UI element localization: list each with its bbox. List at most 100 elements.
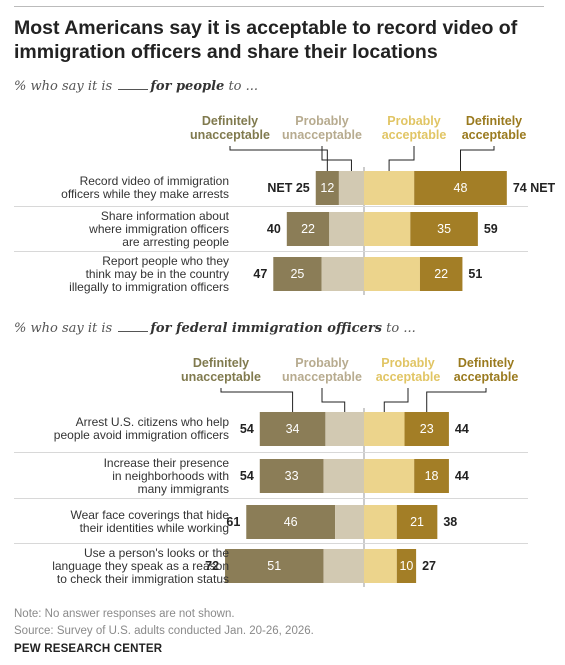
brand-logo-text: PEW RESEARCH CENTER (14, 643, 163, 655)
legend-label-definitely-unacceptable: Definitely unacceptable (170, 114, 290, 142)
subtitle-prefix: % who say it is (14, 79, 117, 94)
row-label-line: officers while they make arrests (61, 187, 229, 201)
bar-value-label: 33 (284, 469, 299, 483)
legend-leader-line (383, 388, 409, 416)
bar-segment-definitely-acceptable (404, 412, 449, 446)
legend-leader-line (426, 388, 487, 416)
row-separator (14, 543, 528, 544)
legend-leader-line (229, 146, 328, 175)
subtitle-blank (118, 79, 149, 90)
net-acceptable-label: 27 (422, 559, 437, 573)
row-label-line: Increase their presence (103, 455, 229, 470)
row-label-line: Share information about (100, 208, 229, 223)
subtitle-suffix: to ... (382, 321, 416, 336)
subtitle-blank (118, 321, 149, 332)
panel-subtitle: % who say it is for people to ... (14, 79, 258, 94)
bar-value-label: 18 (424, 469, 439, 483)
legend-label-definitely-acceptable: Definitely acceptable (426, 356, 546, 384)
legend-word: acceptable (381, 128, 447, 142)
bar-segment-definitely-unacceptable (315, 171, 339, 205)
row-separator (14, 251, 528, 252)
row-label-line: people avoid immigration officers (53, 428, 229, 442)
net-unacceptable-label: 54 (239, 469, 254, 483)
bar-segment-definitely-unacceptable (246, 505, 336, 539)
bar-segment-definitely-unacceptable (286, 212, 330, 246)
bar-segment-definitely-unacceptable (225, 549, 324, 583)
bar-segment-definitely-acceptable (419, 257, 463, 291)
net-acceptable-label: 44 (454, 422, 469, 436)
legend-leader-line (321, 146, 352, 175)
row-category-label: Increase their presence in neighborhoods … (103, 455, 229, 496)
bar-segment-definitely-acceptable (396, 549, 417, 583)
row-separator (14, 206, 528, 207)
net-acceptable-label: 44 (454, 469, 469, 483)
bar-value-label: 34 (285, 422, 300, 436)
top-rule (14, 6, 544, 7)
bar-value-label: 22 (301, 222, 315, 236)
legend-word: Probably (295, 114, 349, 128)
bar-segment-definitely-acceptable (410, 212, 478, 246)
bar-value-label: 22 (434, 267, 449, 281)
net-acceptable-label: 59 (483, 222, 498, 236)
net-unacceptable-label: 47 (253, 267, 268, 281)
subtitle-emphasis: for federal immigration officers (150, 321, 382, 336)
legend-word: unacceptable (181, 370, 261, 384)
net-acceptable-label: 51 (468, 267, 483, 281)
row-label-line: to check their immigration status (56, 571, 229, 586)
bar-value-label: 25 (290, 267, 305, 281)
bar-segment-definitely-unacceptable (259, 412, 326, 446)
legend-word: Definitely (457, 356, 515, 370)
bar-segment-probably-unacceptable (323, 459, 364, 493)
legend-leader-line (321, 388, 346, 416)
legend-label-probably-acceptable: Probably acceptable (348, 356, 468, 384)
row-category-label: Report people who they think may be in th… (69, 254, 229, 294)
net-unacceptable-label: 40 (266, 222, 281, 236)
net-acceptable-label: 74 NET (512, 181, 556, 195)
net-unacceptable-label: 61 (226, 515, 241, 529)
row-category-label: Record video of immigration officers whil… (61, 175, 229, 201)
bar-value-label: 46 (283, 515, 298, 529)
chart-title: Most Americans say it is acceptable to r… (14, 17, 518, 63)
bar-segment-probably-acceptable (364, 459, 415, 493)
legend-label-probably-unacceptable: Probably unacceptable (262, 114, 382, 142)
legend-word: acceptable (375, 370, 441, 384)
bar-segment-probably-acceptable (364, 257, 420, 291)
row-category-label: Share information about where immigration… (89, 208, 229, 249)
row-separator (14, 452, 528, 453)
row-separator (14, 498, 528, 499)
row-label-line: Use a person's looks or the (83, 545, 229, 560)
bar-value-label: 10 (399, 559, 414, 573)
bar-segment-probably-unacceptable (338, 171, 364, 205)
row-label-line: Record video of immigration (79, 174, 229, 188)
bar-segment-definitely-acceptable (414, 459, 449, 493)
bar-segment-probably-unacceptable (335, 505, 364, 539)
bar-segment-definitely-acceptable (396, 505, 438, 539)
bar-value-label: 51 (267, 559, 282, 573)
source-note: Source: Survey of U.S. adults conducted … (14, 625, 314, 637)
legend-word: unacceptable (282, 128, 362, 142)
legend-leader-line (460, 146, 495, 175)
row-label-line: language they speak as a reason (52, 558, 229, 573)
subtitle-suffix: to ... (224, 79, 259, 94)
legend-word: Definitely (465, 114, 523, 128)
bar-segment-definitely-acceptable (414, 171, 507, 205)
legend-word: Definitely (201, 114, 259, 128)
legend-word: Definitely (192, 356, 250, 370)
bar-value-label: 35 (437, 222, 452, 236)
bar-segment-probably-unacceptable (323, 549, 364, 583)
bar-segment-probably-acceptable (364, 412, 405, 446)
row-label-line: their identities while working (79, 521, 229, 535)
legend-word: Probably (387, 114, 441, 128)
legend-label-probably-acceptable: Probably acceptable (354, 114, 474, 142)
row-label-line: many immigrants (137, 481, 229, 496)
legend-word: Probably (295, 356, 349, 370)
legend-label-definitely-unacceptable: Definitely unacceptable (161, 356, 281, 384)
row-category-label: Wear face coverings that hide their ident… (70, 509, 229, 535)
legend-label-definitely-acceptable: Definitely acceptable (434, 114, 554, 142)
bar-segment-probably-acceptable (364, 505, 397, 539)
bar-segment-definitely-unacceptable (273, 257, 322, 291)
row-label-line: Wear face coverings that hide (70, 508, 229, 522)
row-label-line: where immigration officers (89, 221, 229, 236)
legend-word: Probably (381, 356, 435, 370)
